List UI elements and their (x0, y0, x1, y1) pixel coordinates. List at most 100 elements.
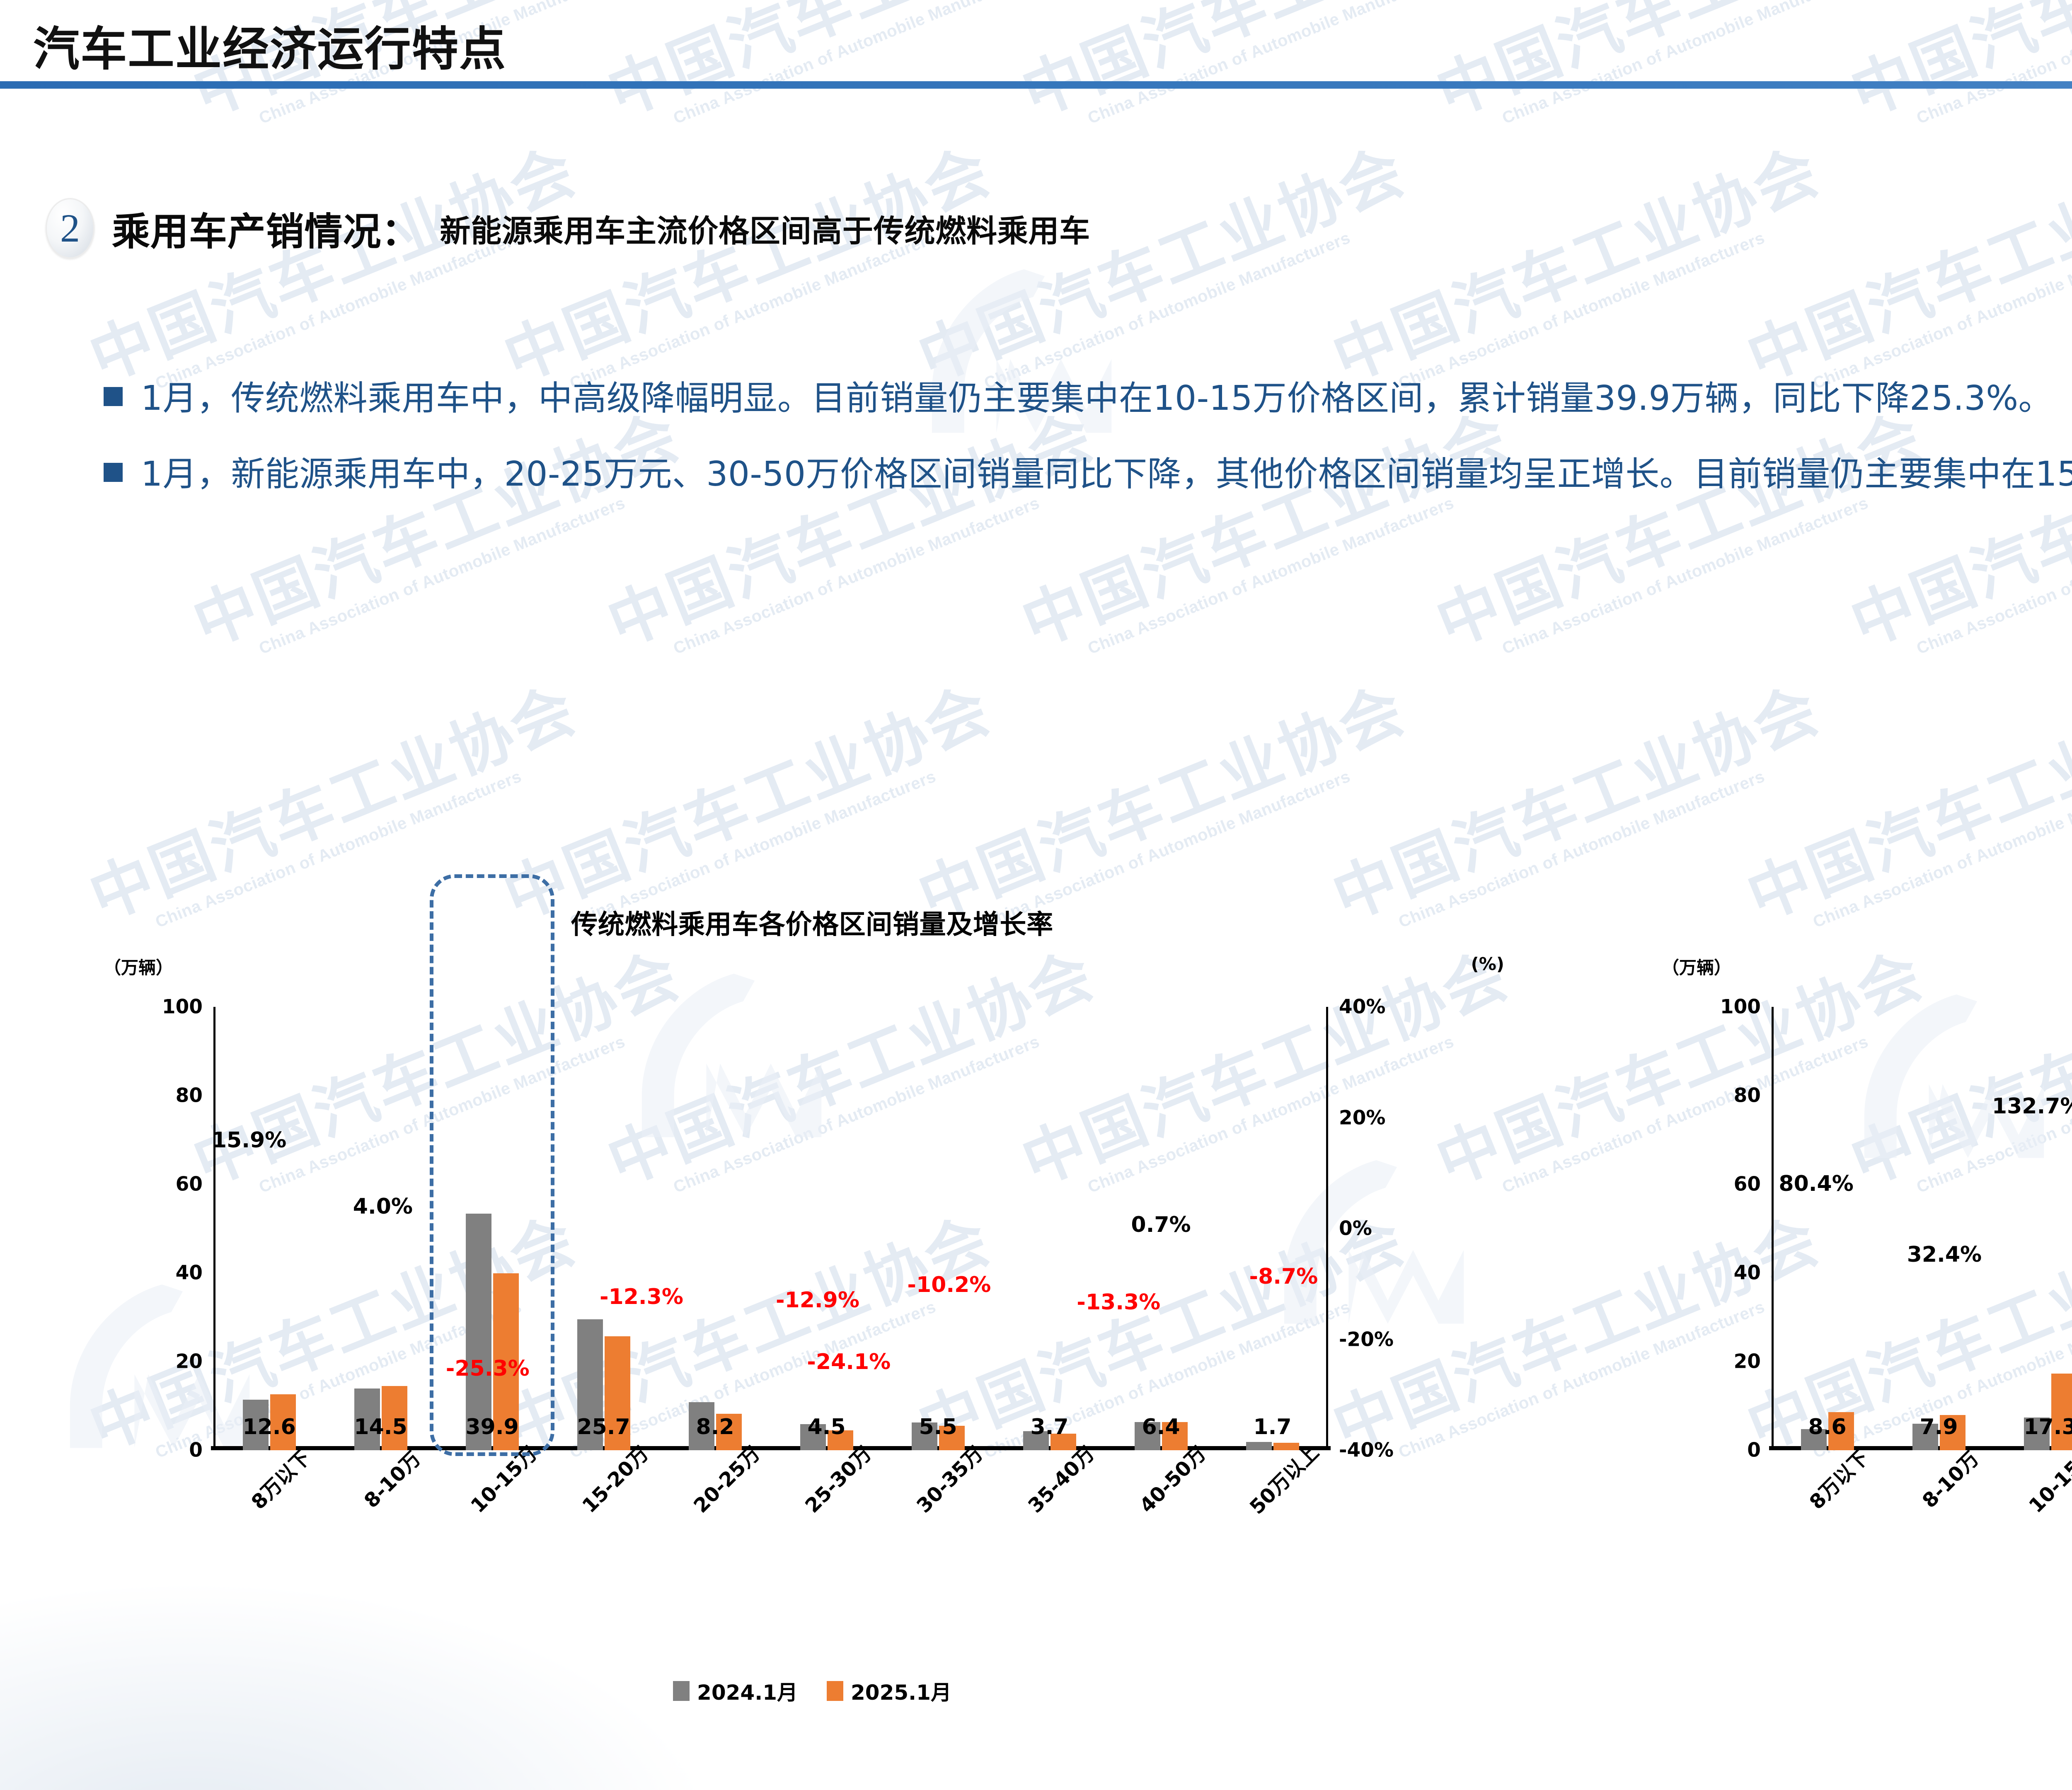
section-heading-sub: 新能源乘用车主流价格区间高于传统燃料乘用车 (440, 213, 1090, 249)
bar-2025 (716, 1414, 742, 1450)
growth-rate-label: -12.9% (775, 1287, 859, 1313)
growth-rate-label: 32.4% (1907, 1242, 1982, 1267)
bar-2025 (493, 1273, 519, 1450)
bullet-item: 1月，传统燃料乘用车中，中高级降幅明显。目前销量仍主要集中在10-15万价格区间… (104, 373, 2072, 425)
chart-title: 传统燃料乘用车各价格区间销量及增长率 (571, 910, 1053, 940)
bar-2024 (354, 1388, 380, 1450)
chart-legend: 2024.1月 2025.1月 (66, 1676, 1558, 1706)
y-tick-left: 100 (162, 995, 203, 1018)
x-axis-labels: 8万以下8-10万10-15万15-20万20-25万25-30万30-35万3… (1772, 1442, 2072, 1597)
growth-rate-label: 80.4% (1779, 1171, 1854, 1196)
y-tick-left: 40 (175, 1261, 203, 1284)
x-tick-label: 8万以下 (247, 1445, 315, 1514)
growth-rate-label: 132.7% (1992, 1094, 2072, 1119)
bullet-text: 1月，传统燃料乘用车中，中高级降幅明显。目前销量仍主要集中在10-15万价格区间… (141, 379, 2053, 418)
bar-group: 39.9 (436, 1007, 548, 1450)
chart-fuel-passenger-cars: 传统燃料乘用车各价格区间销量及增长率 （万辆） (%) 100 80 60 40 20 0 40%… (66, 874, 1558, 1740)
bar-2024 (911, 1422, 937, 1450)
bar-2025 (1273, 1442, 1299, 1450)
bullet-list: 1月，传统燃料乘用车中，中高级降幅明显。目前销量仍主要集中在10-15万价格区间… (104, 373, 2072, 524)
y-tick-left: 60 (1733, 1173, 1761, 1196)
x-tick-cell: 10-15万 (436, 1442, 548, 1597)
y-tick-left: 40 (1733, 1261, 1761, 1284)
growth-rate-label: 4.0% (353, 1194, 413, 1219)
y-tick-right: 20% (1339, 1106, 1386, 1129)
x-tick-cell: 8万以下 (213, 1446, 325, 1597)
bullet-text: 1月，新能源乘用车中，20-25万元、30-50万价格区间销量同比下降，其他价格… (141, 454, 2072, 494)
bar-2024 (1134, 1422, 1160, 1450)
bar-2025 (1050, 1434, 1076, 1450)
bar-group: 17.3 (1995, 1007, 2072, 1450)
bar-value-label: 1.7 (1253, 1415, 1292, 1439)
bar-2025 (270, 1394, 296, 1450)
x-tick-label: 8-10万 (1917, 1447, 1984, 1513)
bar-2024 (1246, 1442, 1272, 1450)
square-bullet-icon (104, 387, 123, 406)
growth-rate-label: -8.7% (1249, 1264, 1318, 1289)
y-tick-right: -40% (1339, 1439, 1394, 1462)
bar-value-label: 8.2 (696, 1415, 734, 1439)
x-tick-cell: 40-50万 (1105, 1442, 1217, 1597)
bar-group: 4.5 (771, 1007, 882, 1450)
section-heading: 2 乘用车产销情况： 新能源乘用车主流价格区间高于传统燃料乘用车 (46, 198, 1090, 259)
x-tick-label: 35-40万 (1023, 1442, 1099, 1518)
x-tick-label: 8万以下 (1805, 1445, 1874, 1514)
bar-value-label: 12.6 (242, 1415, 296, 1439)
y-tick-left: 100 (1720, 995, 1761, 1018)
legend-item[interactable]: 2025.1月 (827, 1676, 951, 1706)
bar-group: 5.5 (882, 1007, 994, 1450)
bar-2025 (939, 1426, 965, 1450)
right-axis-unit: (%) (1471, 954, 1504, 974)
bar-2024 (688, 1402, 714, 1450)
x-tick-cell: 50万以上 (1217, 1441, 1328, 1597)
bar-value-label: 17.3 (2024, 1415, 2072, 1439)
bar-group: 6.4 (1105, 1007, 1217, 1450)
y-axis-left-line (1772, 1007, 1774, 1450)
y-axis-right-line (1326, 1007, 1328, 1450)
x-tick-label: 10-15万 (2024, 1442, 2072, 1518)
title-divider (0, 81, 2072, 89)
bar-value-label: 4.5 (807, 1415, 846, 1439)
bar-2024 (1801, 1429, 1827, 1450)
plot-area: 100806040200200%100%0%-100%8.67.917.322.… (1720, 996, 2072, 1462)
left-axis-unit: （万辆） (1662, 958, 1732, 978)
growth-rate-label: -10.2% (907, 1272, 991, 1298)
bar-group: 8.2 (659, 1007, 771, 1450)
x-tick-cell: 25-30万 (771, 1442, 882, 1597)
x-tick-label: 20-25万 (689, 1442, 765, 1518)
bar-value-label: 14.5 (354, 1415, 407, 1439)
bar-value-label: 8.6 (1808, 1415, 1847, 1439)
chart-nev-passenger-cars: 新能源乘用车各价格区间销量及增长率（万辆）(%)100806040200200%… (1624, 903, 2072, 1740)
bar-2025 (1162, 1422, 1188, 1450)
bar-2024 (2024, 1417, 2050, 1450)
bar-value-label: 25.7 (577, 1415, 630, 1439)
section-number: 2 (60, 206, 80, 250)
y-axis-left-line (213, 1007, 215, 1450)
legend-item[interactable]: 2024.1月 (673, 1676, 798, 1706)
bar-2025 (827, 1430, 853, 1450)
bar-2025 (381, 1386, 407, 1450)
x-tick-cell: 8万以下 (1772, 1446, 1883, 1597)
x-tick-label: 8-10万 (359, 1447, 426, 1513)
x-tick-cell: 35-40万 (994, 1442, 1105, 1597)
x-tick-label: 30-35万 (912, 1442, 988, 1518)
bar-2024 (800, 1424, 826, 1450)
x-tick-cell: 10-15万 (1995, 1442, 2072, 1597)
bar-2024 (1023, 1431, 1049, 1450)
x-tick-cell: 8-10万 (325, 1447, 436, 1597)
x-tick-label: 40-50万 (1135, 1442, 1210, 1518)
bar-group: 1.7 (1217, 1007, 1328, 1450)
bar-group: 8.6 (1772, 1007, 1883, 1450)
x-tick-label: 15-20万 (577, 1442, 653, 1518)
growth-rate-label: 15.9% (211, 1128, 287, 1153)
growth-rate-label: -13.3% (1077, 1289, 1161, 1315)
y-tick-right: 40% (1339, 995, 1386, 1018)
growth-rate-label: 0.7% (1131, 1212, 1191, 1237)
bar-value-label: 7.9 (1920, 1415, 1958, 1439)
y-tick-left: 0 (1747, 1439, 1761, 1462)
legend-swatch-icon (827, 1681, 843, 1701)
bullet-item: 1月，新能源乘用车中，20-25万元、30-50万价格区间销量同比下降，其他价格… (104, 449, 2072, 501)
bar-2024 (1912, 1423, 1938, 1450)
